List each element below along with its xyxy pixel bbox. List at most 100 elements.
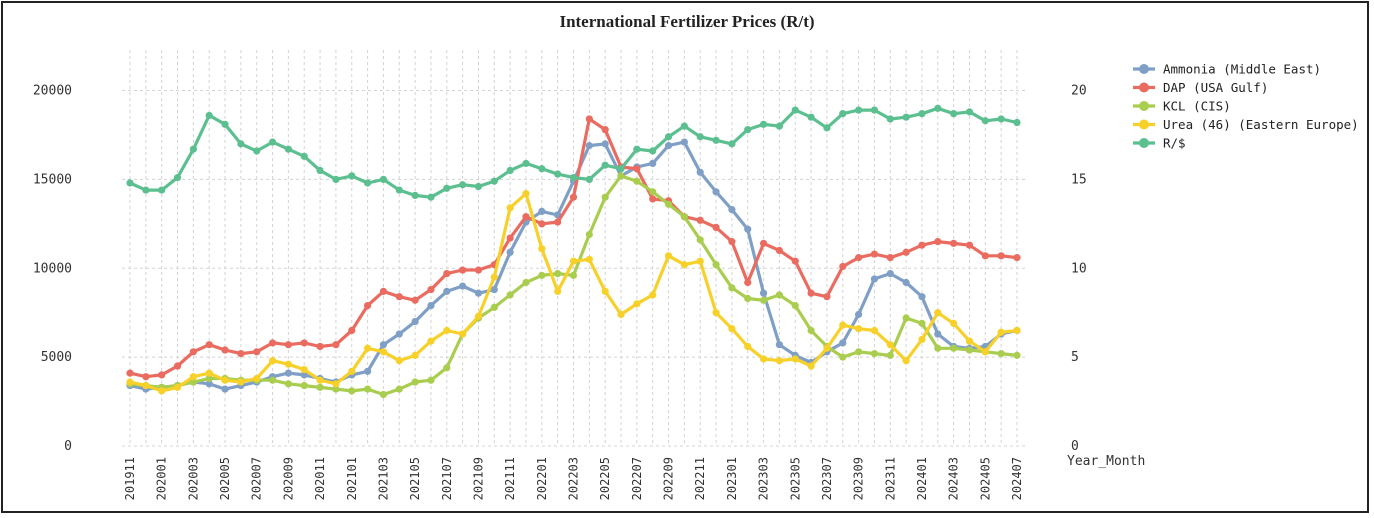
data-point <box>981 117 989 125</box>
data-point <box>411 378 419 386</box>
data-point <box>395 357 403 365</box>
data-point <box>759 239 768 247</box>
data-point <box>237 140 245 148</box>
data-point <box>870 275 879 283</box>
x-tick-label: 202105 <box>408 457 422 500</box>
data-point <box>870 326 879 335</box>
x-tick-label: 202103 <box>376 457 390 500</box>
data-point <box>173 362 182 370</box>
x-tick-label: 202001 <box>155 457 169 500</box>
data-point <box>649 159 657 168</box>
data-point <box>617 165 625 173</box>
data-point <box>712 261 720 269</box>
legend-item: KCL (CIS) <box>1133 99 1231 114</box>
data-point <box>300 152 308 160</box>
legend-swatch-marker <box>1139 101 1149 111</box>
data-point <box>490 286 498 294</box>
data-point <box>221 120 229 128</box>
left-tick-label: 5000 <box>41 350 72 365</box>
x-tick-label: 202211 <box>693 457 707 500</box>
data-point <box>379 175 388 184</box>
data-point <box>284 380 292 388</box>
data-point <box>316 166 324 175</box>
data-point <box>791 301 799 310</box>
data-point <box>284 369 292 377</box>
data-point <box>902 248 910 256</box>
data-point <box>823 344 831 352</box>
data-point <box>538 207 546 215</box>
data-point <box>886 254 894 262</box>
data-point <box>348 326 356 335</box>
data-point <box>474 312 483 320</box>
data-point <box>1013 254 1021 262</box>
data-point <box>221 385 229 393</box>
data-point <box>696 236 704 244</box>
right-tick-label: 10 <box>1071 261 1087 276</box>
data-point <box>395 186 403 194</box>
x-tick-label: 202107 <box>440 457 454 500</box>
data-point <box>538 220 546 228</box>
data-point <box>728 238 736 246</box>
data-point <box>965 337 974 345</box>
data-point <box>855 325 863 333</box>
data-point <box>934 344 942 352</box>
data-point <box>379 341 388 349</box>
data-point <box>554 218 562 226</box>
x-tick-label: 201911 <box>123 457 137 500</box>
data-point <box>870 349 879 358</box>
data-point <box>585 255 593 263</box>
data-point <box>997 328 1005 336</box>
data-point <box>601 161 609 169</box>
x-tick-label: 202303 <box>757 457 771 500</box>
data-point <box>902 113 910 121</box>
data-point <box>427 337 435 345</box>
data-point <box>538 245 546 253</box>
data-point <box>759 120 768 128</box>
data-point <box>744 225 752 233</box>
data-point <box>300 371 308 379</box>
data-point <box>934 104 942 112</box>
data-point <box>680 261 688 269</box>
data-point <box>997 252 1005 260</box>
data-point <box>585 142 593 150</box>
data-point <box>569 257 578 265</box>
data-point <box>728 206 736 214</box>
data-point <box>649 291 657 299</box>
data-point <box>633 177 641 185</box>
data-point <box>490 177 498 185</box>
data-point <box>189 373 197 381</box>
data-point <box>775 341 784 349</box>
data-point <box>237 349 245 358</box>
data-point <box>775 122 784 130</box>
data-point <box>791 257 799 265</box>
data-point <box>538 165 546 173</box>
data-point <box>522 278 530 287</box>
data-point <box>775 246 784 255</box>
data-point <box>981 252 989 260</box>
data-point <box>886 351 894 359</box>
data-point <box>363 367 372 375</box>
data-point <box>205 380 213 388</box>
data-point <box>744 126 752 134</box>
data-point <box>633 165 641 173</box>
data-point <box>934 330 942 338</box>
data-point <box>569 174 578 182</box>
data-point <box>696 133 704 141</box>
data-point <box>443 287 451 295</box>
x-tick-label: 202205 <box>598 457 612 500</box>
data-point <box>617 172 625 180</box>
data-point <box>427 286 435 294</box>
data-point <box>585 175 593 184</box>
data-point <box>205 341 213 349</box>
data-point <box>348 367 356 375</box>
data-point <box>538 271 546 279</box>
data-point <box>855 348 863 356</box>
data-point <box>284 145 292 153</box>
data-point <box>728 325 736 333</box>
data-point <box>395 293 403 301</box>
data-point <box>823 124 831 132</box>
data-point <box>728 284 736 292</box>
x-tick-label: 202403 <box>947 457 961 500</box>
legend-label: Ammonia (Middle East) <box>1163 62 1321 77</box>
